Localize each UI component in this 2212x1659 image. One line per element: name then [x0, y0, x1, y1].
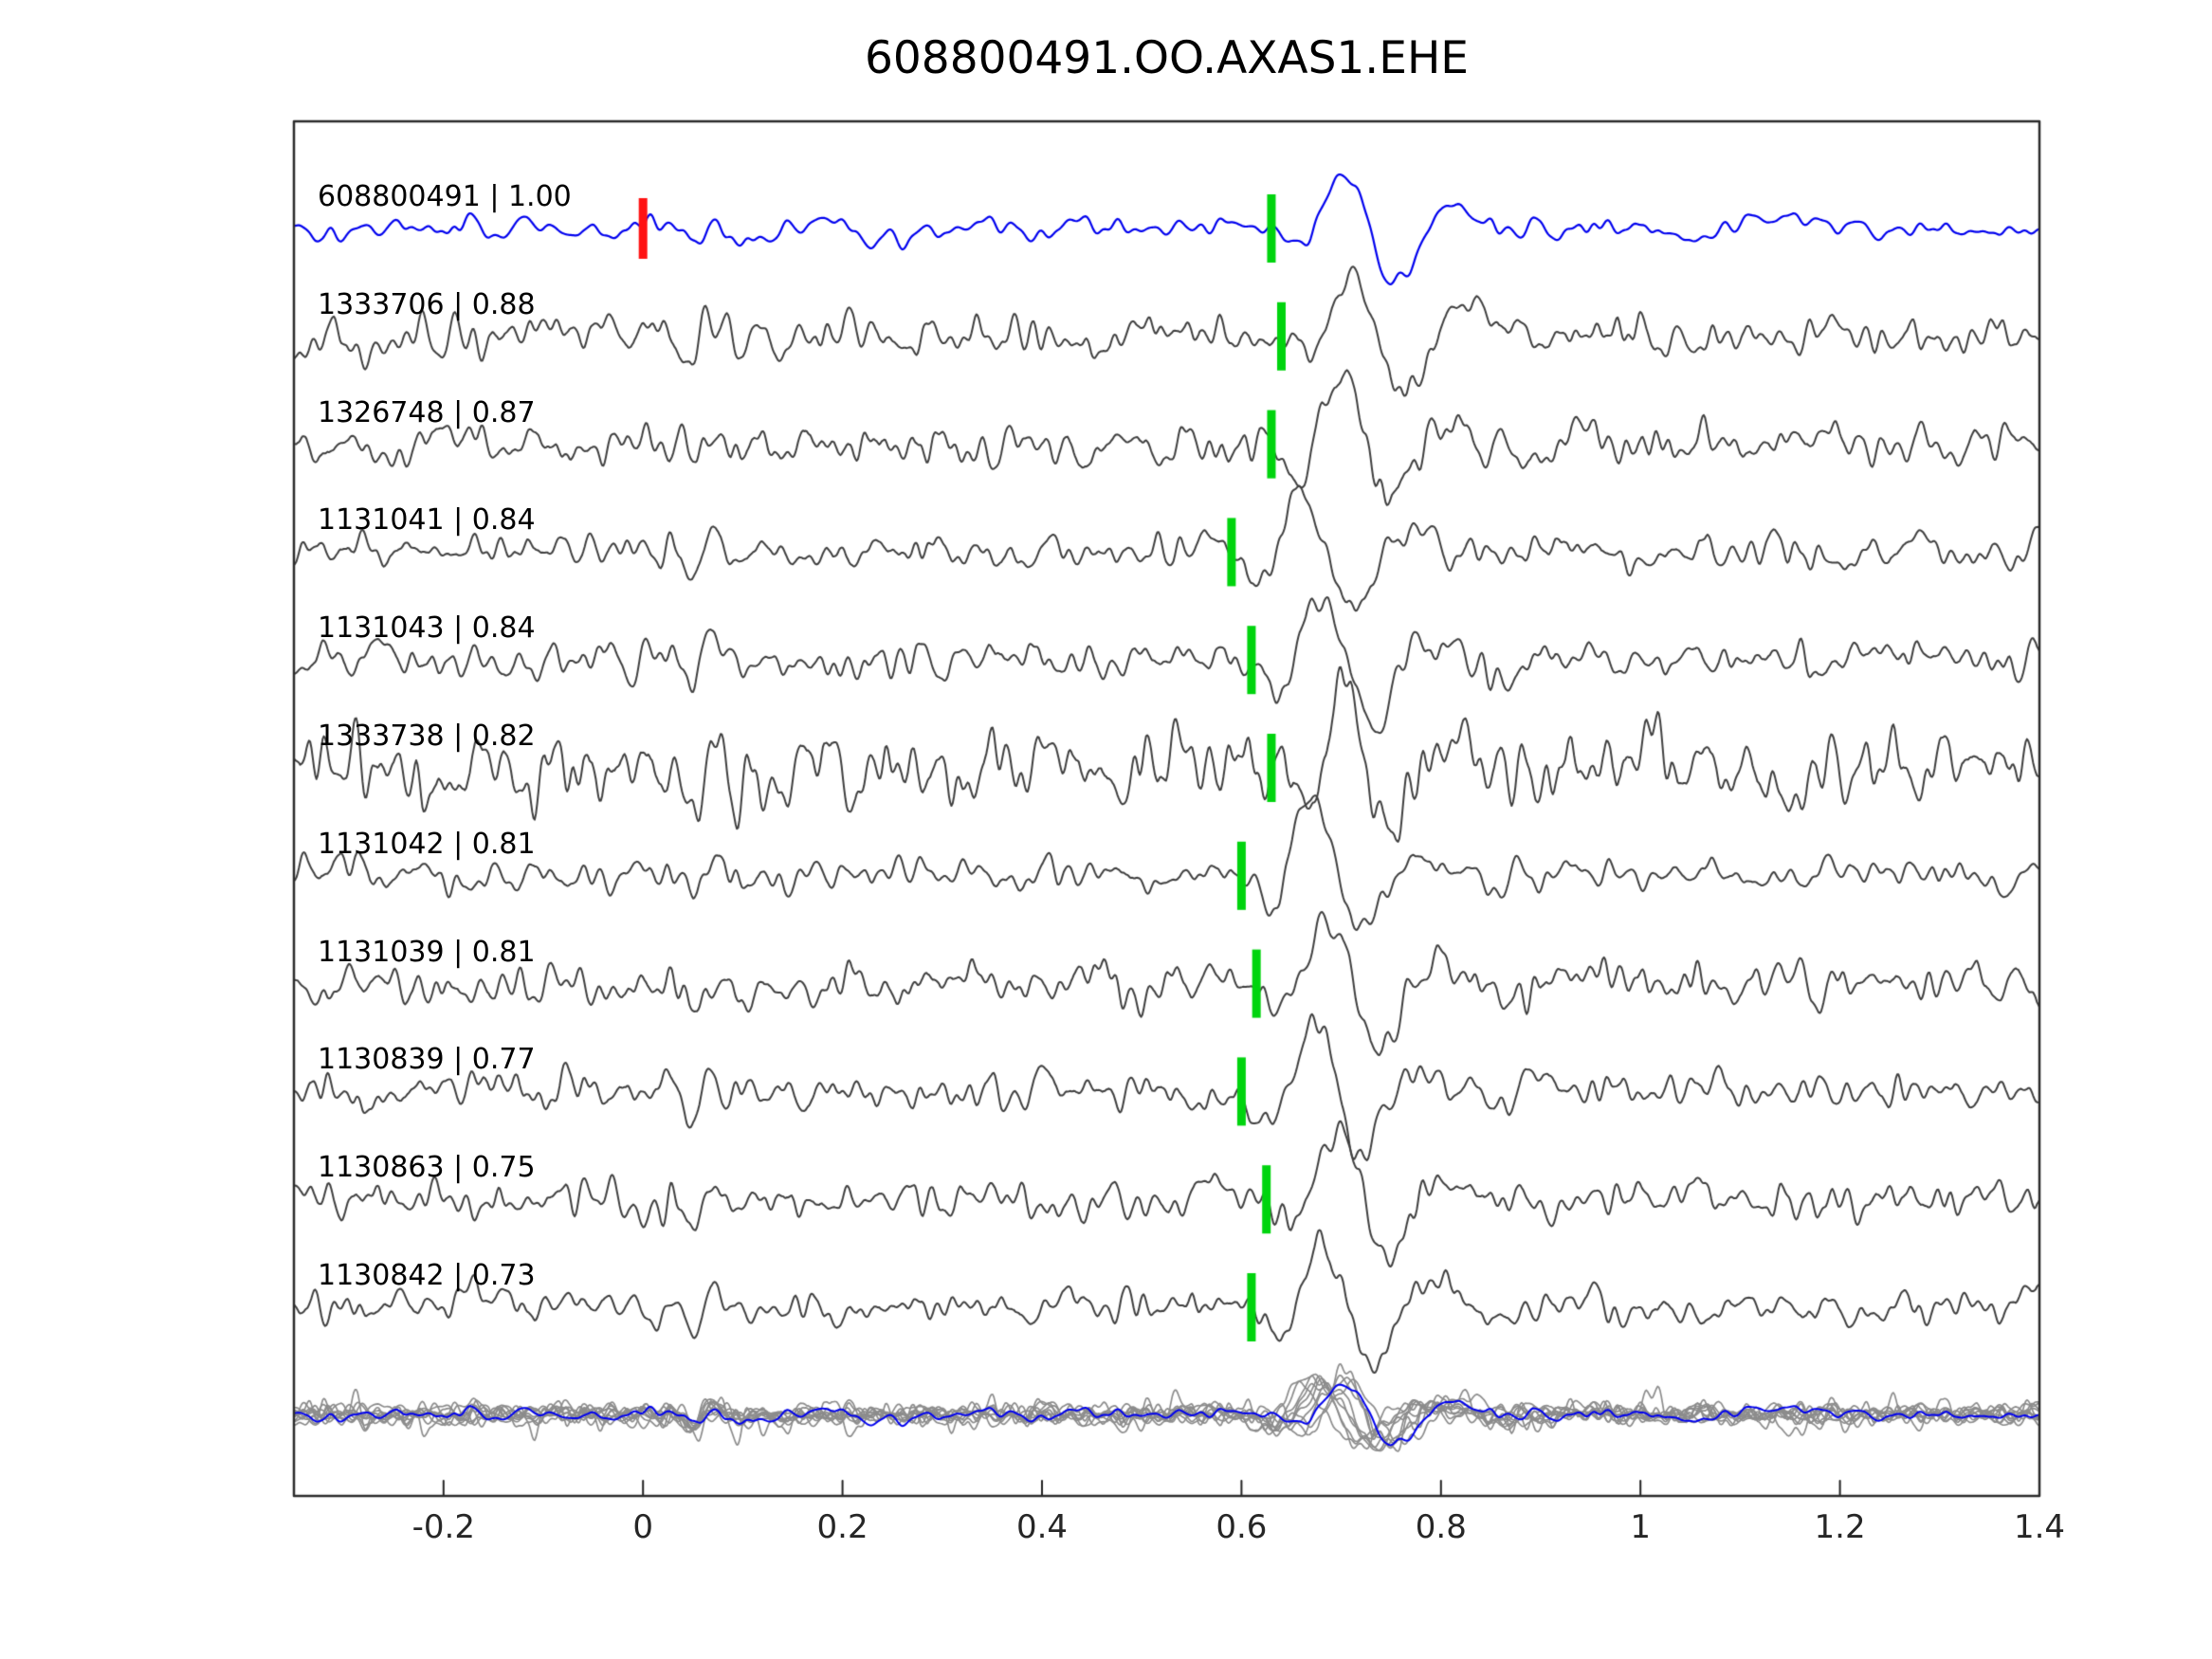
- x-tick-label: 0.4: [1015, 1508, 1069, 1546]
- x-tick-label: 0.8: [1415, 1508, 1467, 1546]
- x-tick-label: 0: [632, 1508, 654, 1546]
- x-tick-label: 1.2: [1814, 1508, 1866, 1546]
- trace-label: 1333738 | 0.82: [318, 720, 536, 753]
- trace-label: 1131043 | 0.84: [318, 611, 536, 646]
- trace-label: 608800491 | 1.00: [318, 180, 572, 213]
- trace-label: 1131039 | 0.81: [318, 935, 536, 969]
- x-tick-label: 1.4: [2013, 1508, 2066, 1546]
- trace-label: 1131042 | 0.81: [318, 827, 536, 861]
- trace-label: 1130839 | 0.77: [318, 1043, 536, 1077]
- trace-label: 1326748 | 0.87: [318, 395, 536, 429]
- trace-label: 1130863 | 0.75: [318, 1151, 536, 1185]
- x-tick-label: 0.6: [1216, 1508, 1268, 1546]
- x-tick-label: -0.2: [411, 1508, 475, 1546]
- trace-label: 1131041 | 0.84: [318, 503, 536, 538]
- x-tick-label: 1: [1630, 1508, 1652, 1546]
- trace-label: 1130842 | 0.73: [318, 1259, 536, 1292]
- x-tick-label: 0.2: [816, 1508, 868, 1546]
- trace-label: 1333706 | 0.88: [318, 287, 536, 321]
